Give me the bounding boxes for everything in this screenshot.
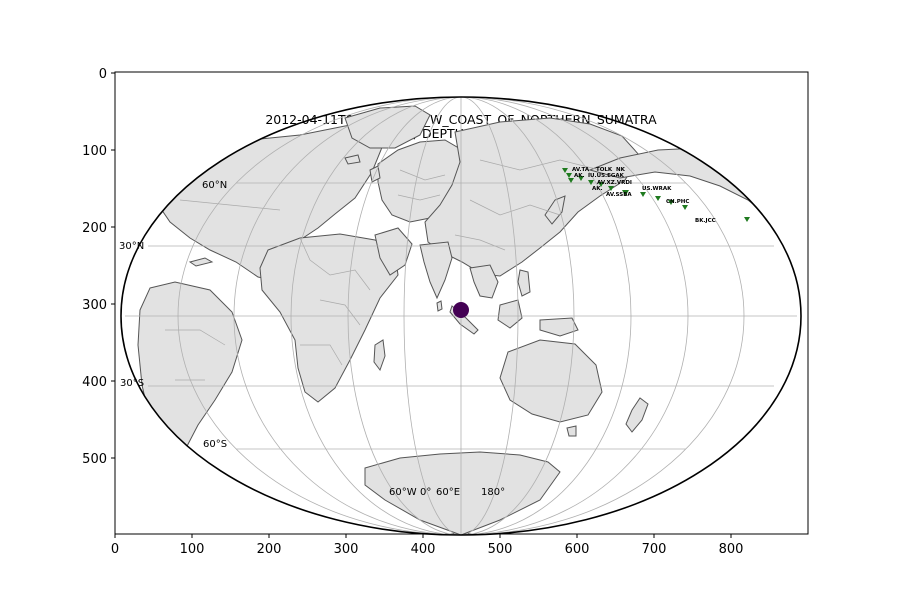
land-new-zealand [625, 397, 649, 433]
station-label: TOLK [596, 167, 613, 173]
station-label: US.WRAK [642, 186, 672, 192]
land-arabia [374, 227, 413, 276]
y-tick-label: 0 [99, 67, 107, 82]
x-tick-label: 600 [565, 542, 590, 557]
x-tick-label: 700 [642, 542, 667, 557]
x-tick-label: 0 [111, 542, 119, 557]
station-marker [578, 176, 584, 181]
land-madagascar [373, 339, 386, 372]
y-axis: 0 100 200 300 400 500 [82, 67, 115, 467]
station-marker [622, 190, 629, 196]
land-caribbean [188, 257, 214, 267]
station-label: IU.US.EGAK [588, 173, 625, 179]
land-antarctica [364, 451, 561, 535]
station-marker [588, 180, 594, 185]
station-marker [608, 186, 614, 191]
station-marker [568, 178, 574, 183]
y-tick-label: 300 [82, 298, 107, 313]
station-label: AV.TA [572, 167, 590, 173]
event-epicenter-marker [453, 302, 469, 318]
station-label: NK [616, 167, 626, 173]
x-tick-label: 800 [719, 542, 744, 557]
station-label: AK. [592, 186, 603, 192]
land-new-guinea [539, 317, 579, 337]
land-philippines [517, 269, 531, 297]
station-marker [640, 192, 646, 197]
station-label: AV.SSBA [606, 192, 632, 198]
y-tick-label: 200 [82, 221, 107, 236]
lon-label-60w: 60°W [389, 487, 417, 498]
x-tick-label: 300 [334, 542, 359, 557]
lat-label-30s: 30°S [120, 378, 144, 389]
station-layer: AV.TA TOLK NK AK. IU.US.EGAK AV.XZ.VRDI … [562, 167, 750, 224]
station-label: AV.XZ.VRDI [597, 180, 632, 186]
y-tick-label: 400 [82, 375, 107, 390]
station-marker [566, 173, 572, 178]
x-tick-label: 200 [257, 542, 282, 557]
land-borneo [497, 299, 523, 329]
x-axis: 0 100 200 300 400 500 600 700 800 [111, 534, 744, 557]
land-iceland [344, 154, 361, 165]
station-marker [598, 182, 604, 187]
station-label: AK. [574, 173, 585, 179]
y-tick-label: 100 [82, 144, 107, 159]
station-marker [744, 217, 750, 222]
land-africa [259, 233, 399, 403]
map-boundary [120, 96, 802, 536]
land-japan [544, 195, 566, 225]
station-marker [682, 205, 688, 210]
land-tasmania [566, 425, 577, 437]
lon-label-60e: 60°E [436, 487, 460, 498]
land-asia [424, 117, 641, 277]
x-tick-label: 400 [411, 542, 436, 557]
land-indochina [469, 264, 499, 299]
land-india [419, 241, 453, 300]
land-australia [499, 339, 603, 423]
lon-label-0: 0° [420, 487, 431, 498]
y-tick-label: 500 [82, 452, 107, 467]
station-marker [668, 200, 674, 205]
x-tick-label: 100 [180, 542, 205, 557]
x-tick-label: 500 [488, 542, 513, 557]
country-borders [165, 159, 601, 381]
station-label: CN.PHC [666, 199, 689, 205]
lat-label-30n: 30°N [119, 241, 144, 252]
station-label: BK.JCC [695, 218, 716, 224]
lon-label-180: 180° [481, 487, 505, 498]
station-marker [655, 196, 661, 201]
land-sri-lanka [436, 300, 443, 312]
lat-label-60s: 60°S [203, 439, 227, 450]
station-marker [562, 168, 568, 173]
lat-label-60n: 60°N [202, 180, 227, 191]
